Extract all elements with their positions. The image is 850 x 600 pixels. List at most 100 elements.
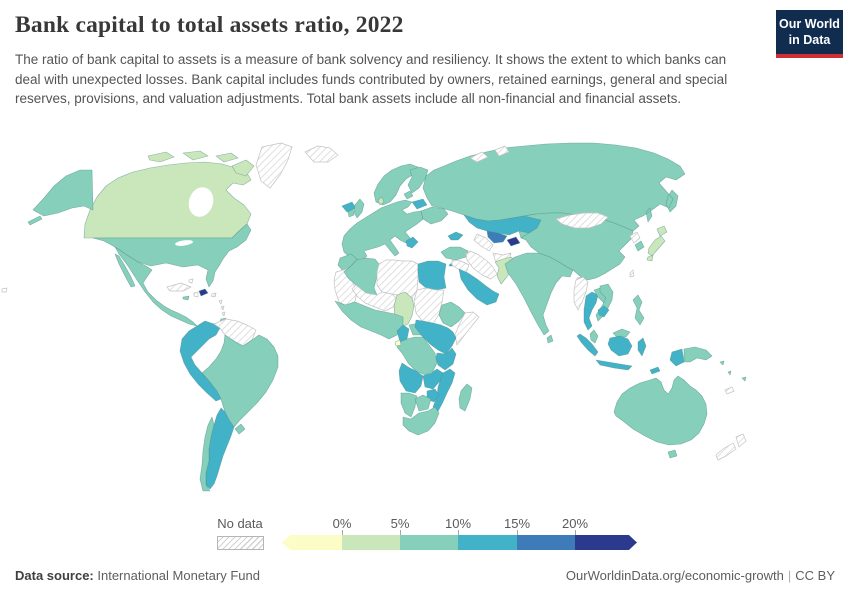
map-region-alaska[interactable]: [27, 169, 94, 226]
legend-band-lt0[interactable]: [282, 535, 342, 550]
map-region-svalbard[interactable]: [304, 145, 339, 163]
legend-tickmark: [342, 530, 343, 535]
map-region-mexico[interactable]: [114, 246, 198, 327]
map-region-europe-mainland[interactable]: [341, 199, 424, 261]
map-region-uruguay[interactable]: [234, 423, 246, 435]
map-region-caucasus[interactable]: [447, 231, 464, 241]
map-region-denmark[interactable]: [377, 196, 385, 206]
legend-band-0-5[interactable]: [342, 535, 400, 550]
map-region-ireland[interactable]: [347, 208, 355, 218]
legend-band-5-10[interactable]: [400, 535, 458, 550]
legend-colorbar: [282, 535, 637, 550]
map-region-chile[interactable]: [199, 416, 215, 492]
map-region-arctic-russia-islands[interactable]: [469, 145, 510, 163]
credit-url[interactable]: OurWorldinData.org/economic-growth: [565, 568, 784, 583]
data-source-line: Data source: International Monetary Fund: [15, 568, 260, 583]
map-region-jamaica[interactable]: [182, 295, 190, 301]
credit-license[interactable]: CC BY: [795, 568, 835, 583]
map-region-brazil[interactable]: [201, 334, 279, 428]
legend-tick-5: 5%: [390, 516, 410, 531]
map-region-united-kingdom[interactable]: [353, 198, 365, 219]
map-region-mongolia[interactable]: [555, 212, 609, 229]
map-region-north-korea[interactable]: [629, 231, 641, 244]
legend-no-data-swatch[interactable]: [217, 536, 264, 550]
map-region-puerto-rico[interactable]: [210, 292, 217, 298]
legend-tickmark: [517, 530, 518, 535]
map-region-japan[interactable]: [646, 225, 668, 262]
legend-no-data-label: No data: [217, 516, 263, 531]
map-region-saudi-arabia[interactable]: [458, 268, 500, 306]
map-region-canada[interactable]: [83, 161, 252, 239]
map-region-new-caledonia[interactable]: [724, 386, 735, 395]
map-region-ukraine[interactable]: [420, 206, 449, 225]
page-title: Bank capital to total assets ratio, 2022: [15, 12, 404, 38]
map-region-south-africa[interactable]: [402, 406, 440, 436]
map-region-scandinavia[interactable]: [373, 163, 419, 206]
map-region-sudan[interactable]: [413, 287, 445, 325]
map-region-dominican-republic[interactable]: [198, 288, 209, 297]
legend-tick-15: 15%: [503, 516, 531, 531]
map-region-iceland[interactable]: [341, 201, 357, 213]
legend-tickmark: [575, 530, 576, 535]
map-region-mali-niger[interactable]: [351, 284, 398, 312]
map-region-bahamas[interactable]: [188, 278, 194, 284]
data-source-value: International Monetary Fund: [97, 568, 260, 583]
map-region-australia[interactable]: [613, 375, 708, 459]
map-region-india[interactable]: [504, 252, 574, 336]
map-region-dr-congo[interactable]: [396, 336, 438, 376]
map-region-egypt[interactable]: [417, 260, 447, 291]
chart-subtitle: The ratio of bank capital to assets is a…: [15, 52, 728, 107]
map-region-greece[interactable]: [405, 236, 419, 249]
map-region-pacific-islands[interactable]: [719, 360, 747, 382]
legend-tickmark: [458, 530, 459, 535]
map-region-equatorial-guinea[interactable]: [394, 339, 402, 347]
map-region-madagascar[interactable]: [458, 383, 473, 412]
map-region-indonesia[interactable]: [576, 333, 685, 375]
data-source-label: Data source:: [15, 568, 94, 583]
map-region-new-zealand[interactable]: [715, 433, 747, 461]
credit-line[interactable]: OurWorldinData.org/economic-growth | CC BY: [566, 568, 835, 583]
map-region-taiwan[interactable]: [629, 269, 635, 278]
map-region-turkey[interactable]: [440, 246, 469, 261]
map-region-iran[interactable]: [465, 250, 498, 280]
map-region-tajikistan[interactable]: [506, 236, 521, 247]
legend-band-gt20[interactable]: [575, 535, 637, 550]
map-region-east-africa[interactable]: [414, 319, 457, 355]
owid-logo-line2: in Data: [788, 32, 831, 47]
map-region-turkmenistan[interactable]: [473, 233, 494, 252]
legend-tick-0: 0%: [332, 516, 352, 531]
great-lakes: [175, 240, 193, 246]
map-region-philippines[interactable]: [632, 294, 645, 326]
legend-band-15-20[interactable]: [517, 535, 575, 550]
map-region-south-korea[interactable]: [634, 240, 645, 252]
map-region-baltics[interactable]: [403, 190, 414, 200]
legend-band-10-15[interactable]: [458, 535, 517, 550]
map-region-uzbekistan[interactable]: [486, 230, 508, 244]
map-region-myanmar[interactable]: [573, 276, 589, 311]
map-region-greenland[interactable]: [255, 142, 293, 189]
legend-tickmark: [400, 530, 401, 535]
map-region-haiti[interactable]: [193, 291, 199, 298]
map-region-papua-new-guinea[interactable]: [683, 346, 713, 363]
map-region-arctic-islands[interactable]: [147, 150, 255, 177]
map-region-namibia[interactable]: [400, 392, 418, 418]
map-region-botswana[interactable]: [414, 394, 432, 412]
hudson-bay: [188, 187, 214, 217]
map-region-ethiopia[interactable]: [438, 301, 466, 328]
map-region-cambodia[interactable]: [597, 305, 610, 318]
map-region-somalia[interactable]: [454, 311, 480, 346]
map-region-thailand[interactable]: [583, 291, 599, 331]
map-region-russia[interactable]: [422, 142, 686, 232]
map-region-tanzania[interactable]: [435, 347, 457, 371]
map-region-lesser-antilles[interactable]: [218, 299, 226, 317]
owid-logo[interactable]: Our World in Data: [776, 10, 843, 59]
map-region-belarus[interactable]: [411, 198, 428, 210]
map-region-hawaii[interactable]: [1, 287, 8, 293]
map-region-angola[interactable]: [398, 362, 424, 394]
map-region-malaysia[interactable]: [589, 328, 631, 344]
legend-tick-10: 10%: [444, 516, 472, 531]
map-region-finland[interactable]: [407, 166, 429, 194]
map-region-cuba[interactable]: [166, 282, 192, 292]
map-region-sri-lanka[interactable]: [546, 334, 554, 344]
credit-divider: |: [787, 568, 792, 583]
